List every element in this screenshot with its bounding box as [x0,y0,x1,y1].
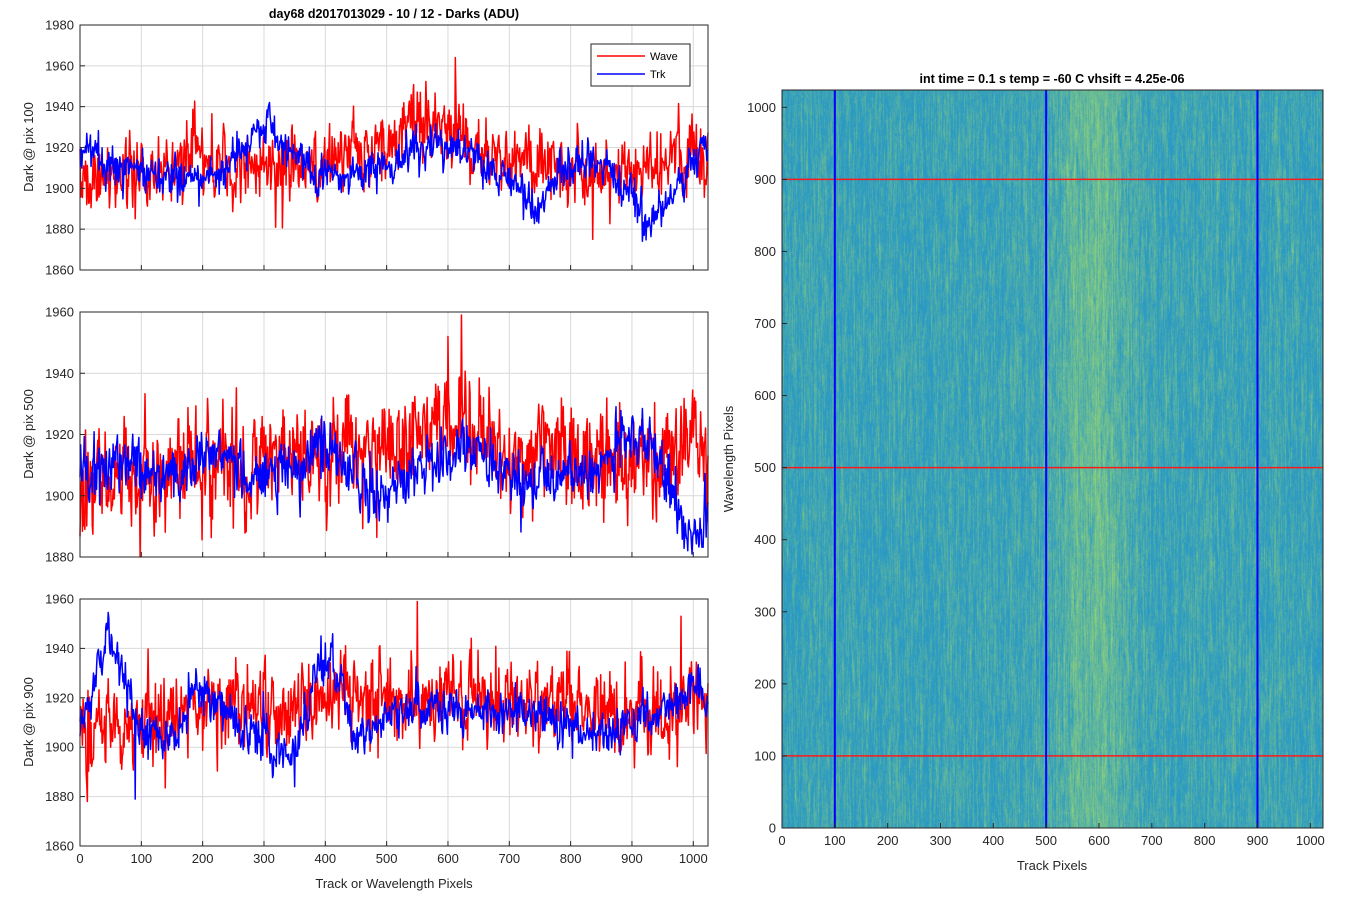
x-tick-label: 800 [1194,833,1216,848]
series-trk-line [79,611,709,800]
y-axis-label: Dark @ pix 500 [21,389,36,479]
y-tick-label: 1920 [45,140,74,155]
y-tick-label: 100 [754,748,776,763]
y-tick-label: 0 [769,821,776,836]
x-tick-label: 400 [982,833,1004,848]
axes-box [79,598,709,847]
series-group [79,600,709,803]
y-tick-label: 900 [754,172,776,187]
marker-lines [782,90,1323,828]
x-tick-label: 0 [778,833,785,848]
x-tick-label: 700 [1141,833,1163,848]
y-tick-label: 1000 [747,100,776,115]
x-tick-label: 100 [130,851,152,866]
y-tick-label: 1900 [45,181,74,196]
legend-trk-label: Trk [650,69,666,81]
grid [79,311,708,558]
x-tick-label: 500 [376,851,398,866]
x-tick-label: 900 [621,851,643,866]
y-axis-label: Dark @ pix 900 [21,677,36,767]
series-wave-line [79,314,709,558]
heatmap-x-axis-label: Track Pixels [1017,858,1088,873]
y-tick-label: 1960 [45,305,74,320]
tick-labels: 0 100 200 300 400 500 600 700 800 900 1000 1860 1880… [45,592,708,867]
y-tick-label: 1960 [45,58,74,73]
series-group [79,314,709,558]
y-tick-label: 700 [754,316,776,331]
x-tick-label: 900 [1247,833,1269,848]
x-tick-label: 0 [76,851,83,866]
legend-box [590,43,691,87]
y-tick-label: 500 [754,460,776,475]
x-tick-label: 800 [560,851,582,866]
y-tick-label: 1940 [45,366,74,381]
heatmap-panel: int time = 0.1 s temp = -60 C vhsift = 4… [721,72,1325,873]
legend: Wave Trk [590,43,691,87]
series-trk-line [79,101,709,243]
x-tick-label: 700 [498,851,520,866]
tick-labels: 0 100 200 300 400 500 600 700 800 900 1000 0 100 200 3… [747,100,1325,848]
heatmap-y-axis-label: Wavelength Pixels [721,405,736,512]
y-tick-label: 1940 [45,99,74,114]
heatmap-image [782,90,1323,828]
series-wave-line [79,600,709,803]
y-tick-label: 1980 [45,18,74,33]
y-axis-label: Dark @ pix 100 [21,102,36,192]
y-tick-label: 300 [754,604,776,619]
y-tick-label: 1940 [45,641,74,656]
y-tick-label: 1860 [45,839,74,854]
y-tick-label: 400 [754,532,776,547]
x-tick-label: 500 [1035,833,1057,848]
subplot-3: 0 100 200 300 400 500 600 700 800 900 1000 1860 1880… [21,592,709,891]
subplot-1: day68 d2017013029 - 10 / 12 - Darks (ADU… [21,7,709,278]
y-tick-label: 1920 [45,427,74,442]
series-group [79,56,709,243]
x-tick-label: 200 [192,851,214,866]
y-tick-label: 800 [754,244,776,259]
x-tick-label: 600 [437,851,459,866]
y-tick-label: 1880 [45,222,74,237]
heatmap-axes-box [781,89,1324,829]
y-tick-label: 1900 [45,488,74,503]
x-tick-label: 1000 [1296,833,1325,848]
x-tick-label: 400 [314,851,336,866]
y-tick-label: 600 [754,388,776,403]
series-trk-line [79,406,709,555]
y-tick-label: 200 [754,676,776,691]
y-tick-label: 1880 [45,789,74,804]
y-tick-label: 1920 [45,690,74,705]
figure-title: day68 d2017013029 - 10 / 12 - Darks (ADU… [269,7,519,21]
legend-wave-label: Wave [650,51,678,63]
tick-labels: 1880 1900 1920 1940 1960 [45,305,694,565]
x-tick-label: 200 [877,833,899,848]
subplot-2: 1880 1900 1920 1940 1960 Dark @ pix 500 [21,305,709,565]
y-tick-label: 1960 [45,592,74,607]
x-tick-label: 1000 [679,851,708,866]
x-tick-label: 600 [1088,833,1110,848]
y-tick-label: 1900 [45,740,74,755]
x-axis-label: Track or Wavelength Pixels [315,876,473,891]
x-tick-label: 100 [824,833,846,848]
tick-labels: 1860 1880 1900 1920 1940 1960 1980 [45,18,694,278]
y-tick-label: 1880 [45,550,74,565]
x-tick-label: 300 [930,833,952,848]
heatmap-title: int time = 0.1 s temp = -60 C vhsift = 4… [919,72,1184,86]
y-tick-label: 1860 [45,263,74,278]
x-tick-label: 300 [253,851,275,866]
